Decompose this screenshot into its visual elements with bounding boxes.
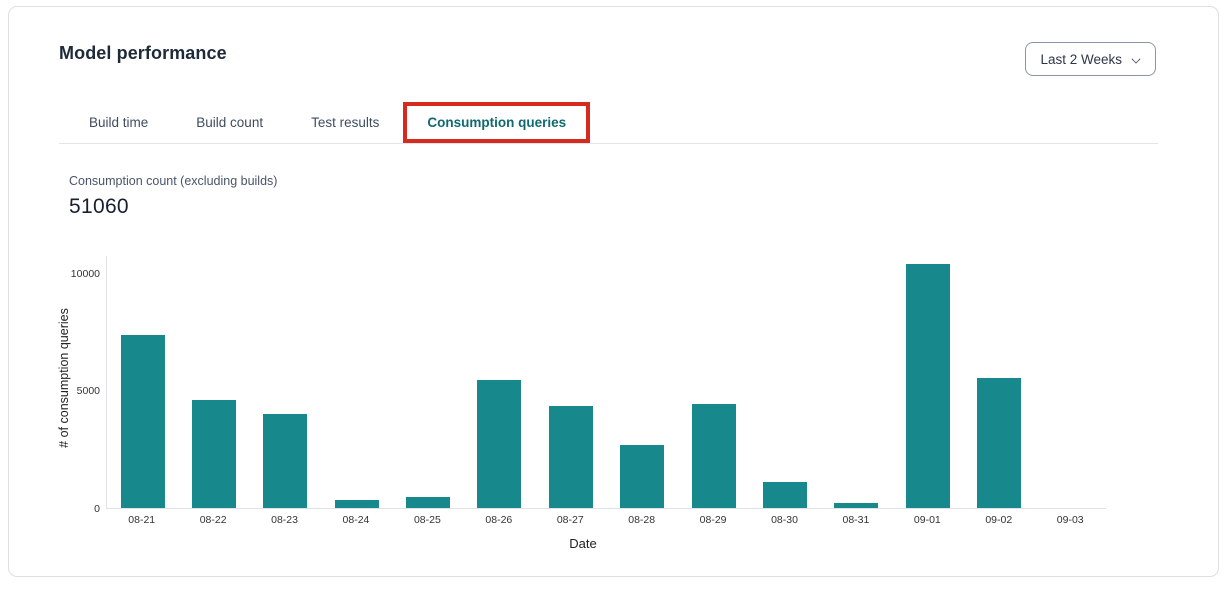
x-tick-label: 08-29 xyxy=(699,514,727,526)
bar-08-28[interactable] xyxy=(620,445,665,508)
bar-slot xyxy=(392,256,463,508)
tab-consumption-queries[interactable]: Consumption queries xyxy=(403,101,591,143)
x-tick-label: 08-27 xyxy=(556,514,584,526)
tab-label: Build count xyxy=(196,115,264,130)
plot-area xyxy=(106,256,1106,509)
bar-slot xyxy=(321,256,392,508)
y-tick-label: 5000 xyxy=(76,385,100,398)
x-tick-label: 08-22 xyxy=(199,514,227,526)
x-axis-labels: 08-21 08-22 08-23 08-24 08-25 08-26 08-27 08-28… xyxy=(106,514,1106,526)
bar-slot xyxy=(250,256,321,508)
tab-label: Build time xyxy=(89,115,149,130)
model-performance-card: Model performance Last 2 Weeks Build tim… xyxy=(8,6,1219,577)
bar-slot xyxy=(821,256,892,508)
bar-09-02[interactable] xyxy=(976,378,1021,508)
bar-slot xyxy=(678,256,749,508)
tab-label: Test results xyxy=(311,115,380,130)
bar-slot xyxy=(749,256,820,508)
bar-slot xyxy=(535,256,606,508)
bar-slot xyxy=(892,256,963,508)
x-tick-label: 08-25 xyxy=(413,514,441,526)
bar-slot xyxy=(464,256,535,508)
tab-build-time[interactable]: Build time xyxy=(65,101,172,143)
x-tick-label: 08-31 xyxy=(842,514,870,526)
bar-08-24[interactable] xyxy=(334,499,379,508)
time-range-dropdown[interactable]: Last 2 Weeks xyxy=(1025,42,1156,76)
x-tick-label: 08-23 xyxy=(271,514,298,526)
chevron-down-icon xyxy=(1132,53,1141,62)
metric-value: 51060 xyxy=(69,195,129,218)
bar-08-27[interactable] xyxy=(548,405,593,508)
x-tick-label: 08-24 xyxy=(342,514,370,526)
bar-slot xyxy=(178,256,249,508)
metric-label: Consumption count (excluding builds) xyxy=(69,174,278,188)
y-axis-ticks: 0 5000 10000 xyxy=(45,256,100,515)
bar-slot xyxy=(1035,256,1106,508)
tab-test-results[interactable]: Test results xyxy=(287,101,403,143)
bar-08-21[interactable] xyxy=(120,334,165,508)
y-tick-label: 0 xyxy=(94,503,100,515)
tab-build-count[interactable]: Build count xyxy=(172,101,287,143)
bar-08-29[interactable] xyxy=(691,403,736,508)
bar-08-25[interactable] xyxy=(406,497,451,508)
tab-label: Consumption queries xyxy=(427,115,567,130)
bar-09-01[interactable] xyxy=(905,263,950,508)
x-tick-label: 08-30 xyxy=(771,514,798,526)
bar-slot xyxy=(607,256,678,508)
x-tick-label: 08-26 xyxy=(485,514,513,526)
y-tick-label: 10000 xyxy=(70,267,100,280)
x-tick-label: 09-03 xyxy=(1056,514,1084,526)
x-tick-label: 08-28 xyxy=(628,514,656,526)
tab-bar: Build time Build count Test results Consump… xyxy=(59,101,1158,144)
bar-slot xyxy=(963,256,1034,508)
page-title: Model performance xyxy=(59,43,227,63)
time-range-value: Last 2 Weeks xyxy=(1040,51,1122,67)
x-axis-title: Date xyxy=(569,536,597,551)
bar-08-26[interactable] xyxy=(477,379,522,508)
bar-08-30[interactable] xyxy=(762,481,807,508)
x-tick-label: 08-21 xyxy=(128,514,156,526)
bar-slot xyxy=(107,256,178,508)
x-tick-label: 09-01 xyxy=(913,514,941,526)
bar-08-22[interactable] xyxy=(192,400,237,508)
bar-08-31[interactable] xyxy=(834,503,879,508)
bar-08-23[interactable] xyxy=(263,414,308,508)
x-tick-label: 09-02 xyxy=(985,514,1013,526)
